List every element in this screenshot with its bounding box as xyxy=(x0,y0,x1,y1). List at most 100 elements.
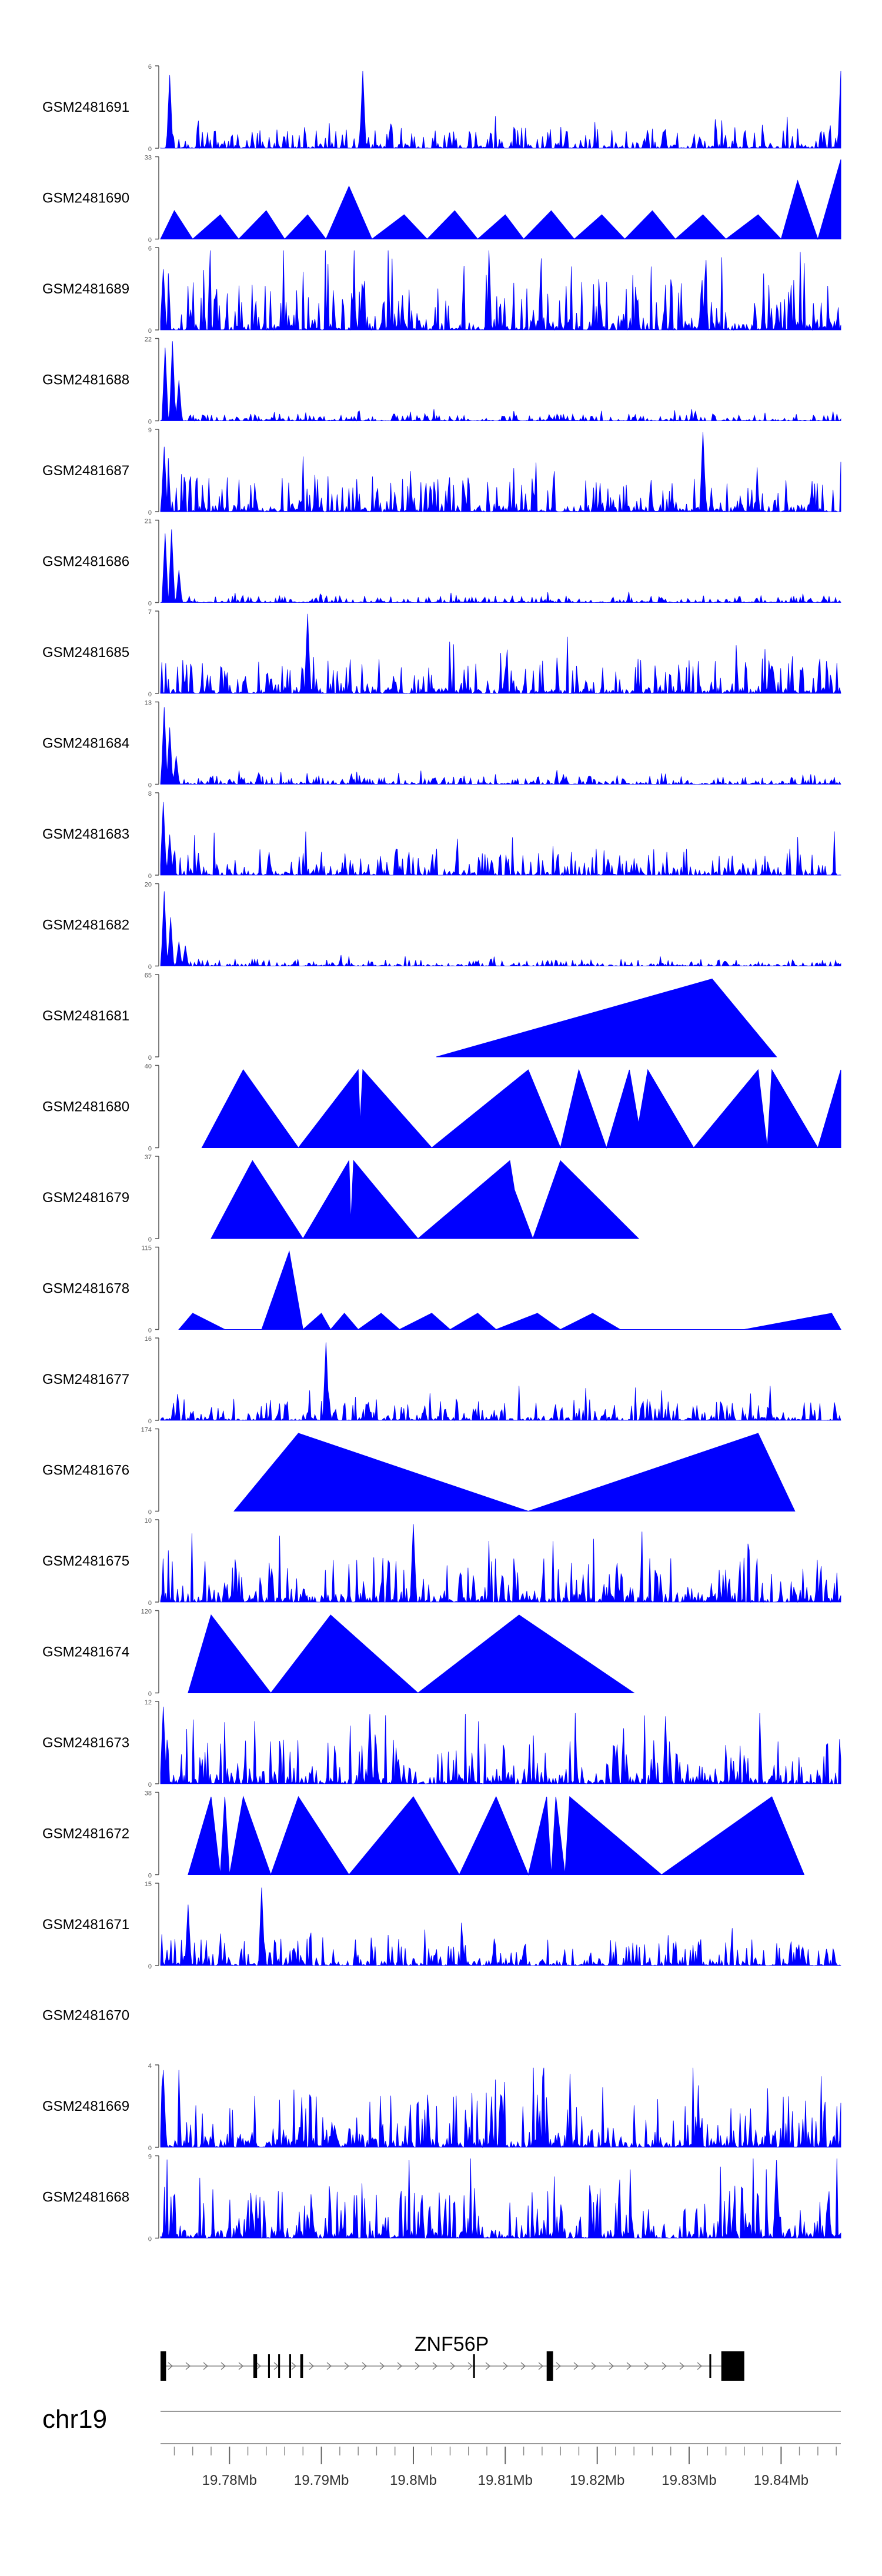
y-axis-zero-label: 0 xyxy=(148,873,152,880)
track-label: GSM2481690 xyxy=(42,191,129,206)
y-axis-max-label: 22 xyxy=(145,336,152,343)
y-axis-zero-label: 0 xyxy=(148,237,152,244)
strand-arrow xyxy=(432,2362,438,2370)
signal-area xyxy=(160,529,841,604)
signal-area xyxy=(233,1433,796,1512)
y-axis-zero-label: 0 xyxy=(148,2145,152,2152)
track-label: GSM2481683 xyxy=(42,826,129,842)
track-label: GSM2481691 xyxy=(42,99,129,115)
signal-area xyxy=(160,1342,841,1422)
track-GSM2481684: GSM2481684 13 0 xyxy=(42,700,841,789)
y-axis-max-label: 37 xyxy=(145,1154,152,1161)
gene-exon xyxy=(546,2351,553,2381)
x-tick-label: 19.82Mb xyxy=(570,2472,624,2488)
y-axis-zero-label: 0 xyxy=(148,1146,152,1153)
signal-area xyxy=(160,1524,841,1603)
y-axis-max-label: 6 xyxy=(148,245,152,252)
signal-area xyxy=(160,159,841,241)
y-axis-max-label: 8 xyxy=(148,790,152,798)
y-axis-zero-label: 0 xyxy=(148,1327,152,1334)
signal-area xyxy=(160,802,841,876)
signal-area xyxy=(160,707,841,785)
track-label: GSM2481671 xyxy=(42,1917,129,1933)
y-axis-max-label: 7 xyxy=(148,609,152,616)
gene-exon xyxy=(732,2351,744,2381)
strand-arrow xyxy=(467,2362,473,2370)
track-GSM2481683: GSM2481683 8 0 xyxy=(42,790,841,880)
track-GSM2481678: GSM2481678 115 0 xyxy=(42,1245,841,1334)
strand-arrow xyxy=(203,2362,209,2370)
y-axis-zero-label: 0 xyxy=(148,691,152,698)
track-label: GSM2481684 xyxy=(42,736,129,752)
y-axis-zero-label: 0 xyxy=(148,1055,152,1062)
strand-arrow xyxy=(556,2362,562,2370)
strand-arrow xyxy=(662,2362,667,2370)
strand-arrow xyxy=(379,2362,385,2370)
track-GSM2481674: GSM2481674 120 0 xyxy=(42,1609,635,1698)
y-axis-zero-label: 0 xyxy=(148,419,152,426)
track-GSM2481682: GSM2481682 20 0 xyxy=(42,882,841,971)
track-GSM2481670: GSM2481670 xyxy=(42,2008,129,2024)
genome-axis-track: chr19 19.78Mb 19.79Mb 19.8Mb 19.81Mb 19.82Mb… xyxy=(42,2405,841,2488)
track-label: GSM2481673 xyxy=(42,1735,129,1751)
track-label: GSM2481681 xyxy=(42,1008,129,1024)
y-axis-max-label: 6 xyxy=(148,64,152,71)
y-axis-zero-label: 0 xyxy=(148,782,152,789)
track-label: GSM2481675 xyxy=(42,1553,129,1569)
track-GSM2481681: GSM2481681 65 0 xyxy=(42,972,777,1062)
y-axis-zero-label: 0 xyxy=(148,146,152,153)
track-label: GSM2481687 xyxy=(42,463,129,479)
gene-exon xyxy=(289,2354,291,2378)
track-GSM2481671: GSM2481671 15 0 xyxy=(42,1881,841,1970)
y-axis-max-label: 21 xyxy=(145,518,152,525)
signal-tracks: GSM248169160GSM2481690330GSM248168960GSM… xyxy=(42,64,841,2243)
signal-area xyxy=(160,2067,841,2148)
y-axis-zero-label: 0 xyxy=(148,328,152,335)
track-label: GSM2481686 xyxy=(42,554,129,570)
signal-area xyxy=(201,1069,841,1149)
strand-arrow xyxy=(185,2362,191,2370)
track-label: GSM2481678 xyxy=(42,1281,129,1297)
y-axis-max-label: 40 xyxy=(145,1063,152,1070)
track-label: GSM2481682 xyxy=(42,917,129,933)
gene-track: ZNF56P xyxy=(161,2333,744,2381)
y-axis-zero-label: 0 xyxy=(148,1873,152,1880)
strand-arrow xyxy=(273,2362,279,2370)
x-tick-label: 19.78Mb xyxy=(202,2472,257,2488)
gene-exon xyxy=(268,2354,270,2378)
y-axis-zero-label: 0 xyxy=(148,1236,152,1243)
y-axis-max-label: 9 xyxy=(148,2154,152,2161)
strand-arrow xyxy=(573,2362,579,2370)
strand-arrow xyxy=(256,2362,262,2370)
y-axis-max-label: 33 xyxy=(145,155,152,162)
strand-arrow xyxy=(220,2362,226,2370)
strand-arrow xyxy=(609,2362,614,2370)
signal-area xyxy=(160,891,841,967)
track-label: GSM2481680 xyxy=(42,1099,129,1115)
track-GSM2481672: GSM2481672 38 0 xyxy=(42,1790,805,1880)
gene-exon xyxy=(253,2354,258,2378)
track-label: GSM2481685 xyxy=(42,645,129,660)
track-GSM2481668: GSM2481668 9 0 xyxy=(42,2154,841,2243)
y-axis-zero-label: 0 xyxy=(148,1781,152,1788)
track-GSM2481680: GSM2481680 40 0 xyxy=(42,1063,841,1153)
track-label: GSM2481679 xyxy=(42,1190,129,1206)
strand-arrow xyxy=(415,2362,420,2370)
y-axis-max-label: 15 xyxy=(145,1881,152,1888)
strand-arrow xyxy=(450,2362,456,2370)
signal-area xyxy=(160,1887,841,1967)
strand-arrow xyxy=(485,2362,491,2370)
track-GSM2481669: GSM2481669 4 0 xyxy=(42,2063,841,2152)
y-axis-max-label: 13 xyxy=(145,700,152,707)
track-GSM2481677: GSM2481677 16 0 xyxy=(42,1336,841,1425)
track-label: GSM2481669 xyxy=(42,2098,129,2114)
signal-area xyxy=(211,1159,640,1240)
x-tick-label: 19.84Mb xyxy=(754,2472,808,2488)
y-axis-max-label: 4 xyxy=(148,2063,152,2070)
x-tick-label: 19.83Mb xyxy=(662,2472,716,2488)
gene-exon xyxy=(161,2351,166,2381)
signal-area xyxy=(159,341,841,422)
track-label: GSM2481670 xyxy=(42,2008,129,2024)
signal-area xyxy=(436,978,777,1057)
